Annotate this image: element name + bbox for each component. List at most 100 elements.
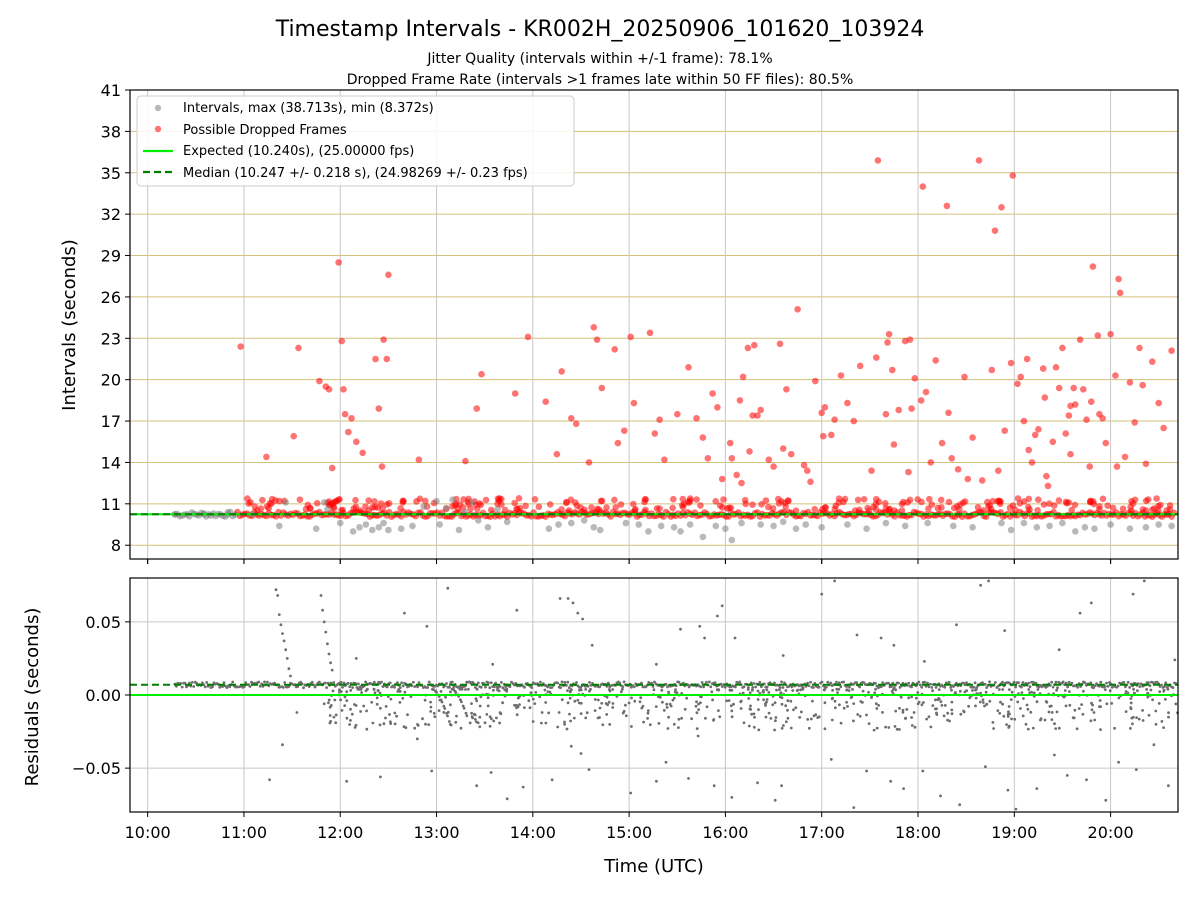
residual-band-point — [918, 683, 922, 687]
intervals-plot: 8 11 14 17 20 23 26 29 32 35 38 41 Intervals (secon… — [59, 81, 1179, 564]
dropped-frame-point — [1046, 500, 1053, 508]
residual-band-point — [323, 681, 327, 685]
residual-point — [946, 711, 950, 715]
dropped-frame-point — [359, 449, 367, 457]
residual-band-point — [188, 681, 191, 685]
dropped-frame-point — [844, 399, 851, 407]
residual-point — [1080, 703, 1083, 706]
residual-band-point — [988, 680, 991, 684]
interval-point — [969, 524, 976, 531]
residual-point — [677, 717, 681, 721]
residual-point — [950, 712, 954, 716]
residual-point — [658, 695, 662, 699]
residual-point — [806, 718, 810, 721]
residual-point — [1085, 778, 1088, 782]
residual-band-point — [778, 686, 782, 689]
residual-point — [1021, 714, 1025, 718]
residual-point — [473, 718, 477, 721]
residual-point — [750, 688, 754, 692]
residual-band-point — [752, 682, 756, 685]
residual-band-point — [550, 686, 554, 689]
residual-point — [774, 716, 778, 719]
dropped-frame-point — [945, 409, 952, 417]
residual-point — [485, 713, 489, 716]
residual-point — [695, 700, 698, 704]
residual-point — [523, 706, 526, 709]
residual-point — [430, 769, 434, 773]
dropped-frame-point — [882, 500, 889, 507]
dropped-frame-point — [350, 505, 358, 512]
dropped-frame-point — [631, 507, 639, 514]
dropped-frame-point — [697, 502, 704, 509]
residual-point — [1129, 701, 1133, 705]
residual-point — [962, 709, 965, 713]
intervals-ytick-label: 38 — [101, 122, 121, 141]
residual-point — [782, 724, 785, 727]
residual-point — [1005, 723, 1008, 726]
intervals-ytick-label: 26 — [101, 288, 121, 307]
residual-point — [747, 697, 751, 700]
interval-point — [863, 525, 870, 532]
residual-point — [373, 691, 377, 695]
residual-point — [1130, 716, 1134, 720]
residual-point — [289, 674, 292, 678]
dropped-frame-point — [1102, 439, 1110, 447]
dropped-frame-point — [1067, 450, 1074, 458]
residual-point — [1137, 717, 1141, 721]
residual-point — [1032, 691, 1036, 695]
residual-point — [830, 697, 834, 701]
residual-point — [556, 725, 560, 729]
time-xtick-label: 19:00 — [991, 823, 1037, 842]
residual-point — [948, 719, 951, 723]
residual-band-point — [398, 686, 402, 689]
residual-band-point — [760, 685, 763, 689]
residual-point — [730, 715, 734, 719]
residual-band-point — [773, 681, 776, 685]
dropped-frame-point — [784, 497, 792, 504]
dropped-frame-point — [598, 384, 606, 392]
dropped-frame-point — [945, 498, 953, 506]
dropped-frame-point — [998, 204, 1005, 211]
residual-band-point — [751, 686, 755, 689]
residual-point — [1124, 690, 1128, 693]
residual-point — [442, 704, 446, 708]
intervals-legend: Intervals, max (38.713s), min (8.372s) P… — [136, 95, 575, 187]
dropped-frame-point — [1071, 501, 1079, 509]
residual-point — [987, 579, 990, 583]
residual-point — [660, 688, 664, 692]
legend-label-expected: Expected (10.240s), (25.00000 fps) — [183, 144, 414, 159]
residual-point — [474, 697, 478, 701]
residual-band-point — [242, 685, 246, 688]
residual-band-point — [416, 685, 419, 689]
residual-point — [877, 704, 880, 707]
residual-point — [996, 709, 1000, 712]
residual-point — [1134, 768, 1138, 771]
residual-point — [348, 723, 351, 726]
residual-point — [461, 704, 465, 708]
residual-point — [981, 701, 985, 704]
residual-point — [733, 636, 737, 640]
dropped-frame-point — [719, 504, 726, 511]
dropped-frame-point — [1017, 373, 1024, 381]
residual-point — [875, 726, 879, 730]
dropped-frame-point — [738, 479, 745, 487]
residual-point — [328, 721, 332, 725]
interval-point — [779, 518, 787, 526]
residual-point — [486, 704, 490, 708]
residual-point — [750, 712, 753, 716]
dropped-frame-point — [926, 495, 933, 503]
residual-band-point — [248, 685, 252, 688]
residual-point — [901, 710, 905, 714]
residual-point — [874, 702, 878, 706]
time-xtick-label: 13:00 — [413, 823, 459, 842]
residual-point — [717, 709, 720, 712]
residual-point — [1151, 698, 1154, 702]
residual-band-point — [266, 680, 269, 684]
dropped-frame-point — [874, 157, 882, 164]
dropped-frame-point — [511, 499, 518, 507]
interval-point — [657, 522, 665, 530]
residual-point — [621, 711, 625, 715]
dropped-frame-point — [415, 456, 423, 464]
dropped-frame-point — [751, 341, 758, 349]
